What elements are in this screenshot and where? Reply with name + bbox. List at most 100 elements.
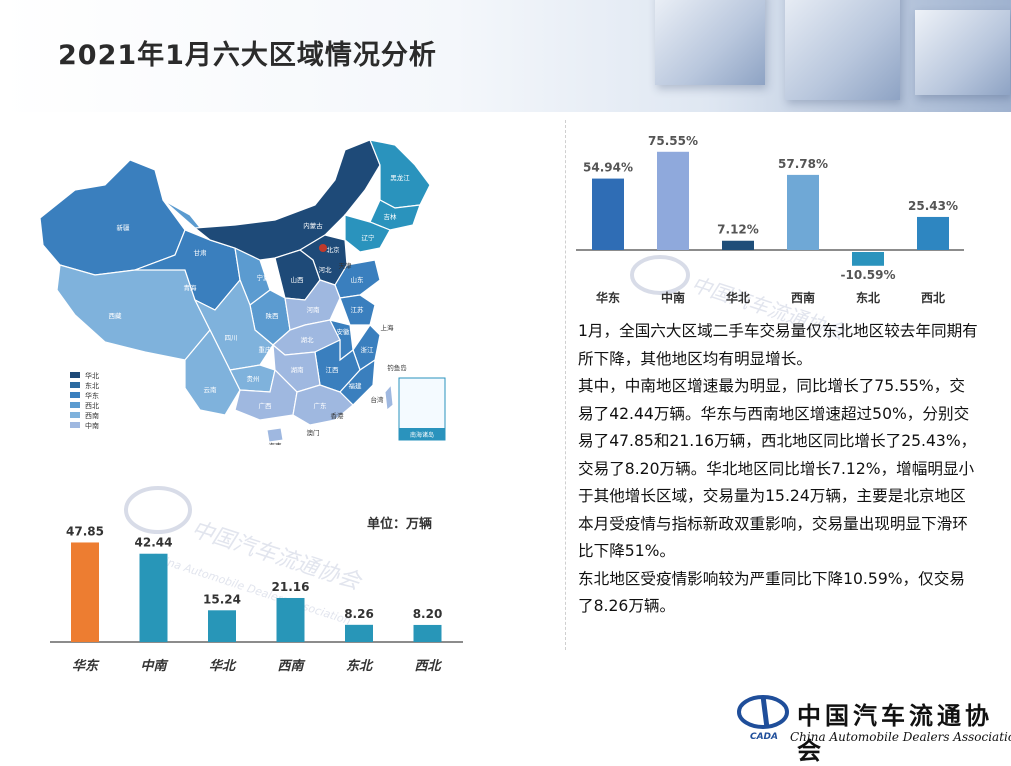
label-taiwan: 台湾	[371, 395, 385, 404]
label-hubei: 湖北	[301, 335, 315, 344]
province-taiwan	[384, 383, 394, 411]
bar-华北	[722, 240, 754, 250]
label-tianjin: 天津	[339, 262, 353, 270]
volume-bar-chart: 47.85 华东 42.44 中南 15.24 华北 21.16 西南 8.26 东北 8.20 西北	[50, 524, 463, 674]
label-jiangxi: 江西	[326, 366, 340, 374]
label-tibet: 西藏	[109, 311, 123, 320]
logo-en-text: China Automobile Dealers Association	[790, 730, 1011, 744]
label-ningxia: 宁夏	[257, 273, 271, 282]
label-hainan: 海南	[269, 441, 283, 445]
label-shandong: 山东	[351, 275, 365, 284]
label-heilongjiang: 黑龙江	[390, 173, 410, 182]
data-label: 54.94%	[583, 161, 633, 175]
legend-swatch	[70, 412, 80, 418]
category-label: 西南	[277, 658, 305, 674]
legend-label: 华东	[85, 391, 99, 400]
category-label: 东北	[346, 658, 374, 674]
bar-华东	[592, 178, 624, 250]
growth-bar-chart: 54.94% 华东 75.55% 中南 7.12% 华北 57.78% 西南 -10.59% 东北…	[576, 134, 964, 305]
data-label: 21.16	[272, 580, 310, 594]
label-hunan: 湖南	[291, 365, 305, 374]
china-region-map: 南海诸岛 新疆 西藏 青海 甘肃 内蒙古 黑龙江 吉林 辽宁 北京 天津 河北 …	[39, 139, 446, 445]
label-diaoyudao: 钓鱼岛	[387, 363, 407, 372]
legend-label: 西北	[85, 402, 99, 410]
bar-中南	[139, 553, 168, 642]
analysis-text: 1月，全国六大区域二手车交易量仅东北地区较去年同期有所下降，其他地区均有明显增长…	[578, 318, 978, 621]
data-label: 15.24	[203, 592, 241, 606]
analysis-paragraph: 1月，全国六大区域二手车交易量仅东北地区较去年同期有所下降，其他地区均有明显增长…	[578, 322, 978, 368]
category-label: 华东	[72, 658, 100, 674]
label-jilin: 吉林	[384, 212, 398, 221]
province-yunnan	[184, 328, 241, 416]
province-guangdong	[292, 384, 354, 426]
label-innermongolia: 内蒙古	[303, 221, 323, 230]
bar-东北	[852, 252, 884, 266]
data-label: 42.44	[135, 536, 173, 550]
watermark-logo-mark	[630, 255, 690, 295]
label-liaoning: 辽宁	[362, 233, 376, 242]
label-shanxi: 山西	[291, 275, 305, 284]
province-jiangsu	[339, 294, 376, 326]
category-label: 东北	[856, 290, 880, 305]
analysis-paragraph: 东北地区受疫情影响较为严重同比下降10.59%，仅交易了8.26万辆。	[578, 569, 965, 616]
south-sea-label-bg	[399, 428, 445, 440]
bar-西北	[917, 216, 949, 250]
page-title: 2021年1月六大区域情况分析	[58, 40, 437, 71]
data-label: -10.59%	[841, 268, 896, 282]
label-guangxi: 广西	[259, 401, 273, 410]
label-shaanxi: 陕西	[266, 311, 280, 320]
beijing-marker	[319, 244, 327, 252]
cada-logo-mark: CADA	[737, 695, 789, 742]
label-henan: 河南	[307, 305, 321, 314]
legend-swatch	[70, 422, 80, 428]
label-hongkong: 香港	[331, 411, 345, 420]
data-label: 8.20	[413, 607, 443, 621]
label-anhui: 安徽	[337, 327, 351, 336]
category-label: 中南	[140, 658, 168, 674]
data-label: 7.12%	[717, 223, 759, 237]
bar-华北	[208, 610, 236, 642]
category-label: 西南	[791, 290, 815, 305]
data-label: 8.26	[344, 607, 374, 621]
label-macau: 澳门	[307, 428, 320, 437]
header-banner	[0, 0, 1011, 112]
province-label-group: 新疆 西藏 青海 甘肃 内蒙古 黑龙江 吉林 辽宁 北京 天津 河北 山西 宁夏…	[109, 173, 411, 445]
cada-logo: CADA 中国汽车流通协会 China Automobile Dealers A…	[735, 690, 1011, 765]
decor-cube	[915, 10, 1010, 95]
legend-label: 西南	[85, 411, 99, 420]
legend-label: 东北	[85, 381, 99, 390]
label-beijing: 北京	[327, 245, 341, 254]
label-guizhou: 贵州	[247, 374, 260, 383]
category-label: 华北	[209, 658, 237, 674]
province-innermongolia	[193, 139, 381, 261]
label-chongqing: 重庆	[259, 345, 273, 354]
province-hainan	[266, 427, 284, 443]
label-shanghai: 上海	[381, 323, 395, 332]
legend-swatch	[70, 382, 80, 388]
map-legend: 华北 东北 华东 西北 西南 中南	[70, 371, 99, 430]
watermark-lower: 中国汽车流通协会 China Automobile Dealers Associ…	[124, 486, 365, 628]
data-label: 75.55%	[648, 134, 698, 148]
legend-swatch	[70, 392, 80, 398]
label-gansu: 甘肃	[194, 248, 208, 257]
legend-label: 中南	[85, 421, 99, 430]
section-divider	[565, 120, 566, 650]
label-jiangsu: 江苏	[351, 305, 365, 314]
decor-cube	[655, 0, 765, 85]
legend-label: 华北	[85, 371, 99, 380]
category-label: 西北	[921, 290, 945, 305]
label-hebei: 河北	[319, 266, 333, 274]
data-label: 57.78%	[778, 157, 828, 171]
label-yunnan: 云南	[204, 385, 218, 394]
analysis-paragraph: 其中，中南地区增速最为明显，同比增长了75.55%，交易了42.44万辆。华东与…	[578, 377, 977, 560]
bar-西南	[276, 597, 305, 642]
category-label: 华东	[596, 290, 620, 305]
label-zhejiang: 浙江	[361, 345, 375, 354]
legend-swatch	[70, 372, 80, 378]
label-xinjiang: 新疆	[117, 223, 131, 232]
label-qinghai: 青海	[184, 283, 198, 292]
label-sichuan: 四川	[225, 334, 238, 342]
unit-label: 单位：万辆	[367, 517, 433, 532]
cada-mark-text: CADA	[750, 732, 778, 742]
watermark-logo-mark	[124, 486, 192, 534]
